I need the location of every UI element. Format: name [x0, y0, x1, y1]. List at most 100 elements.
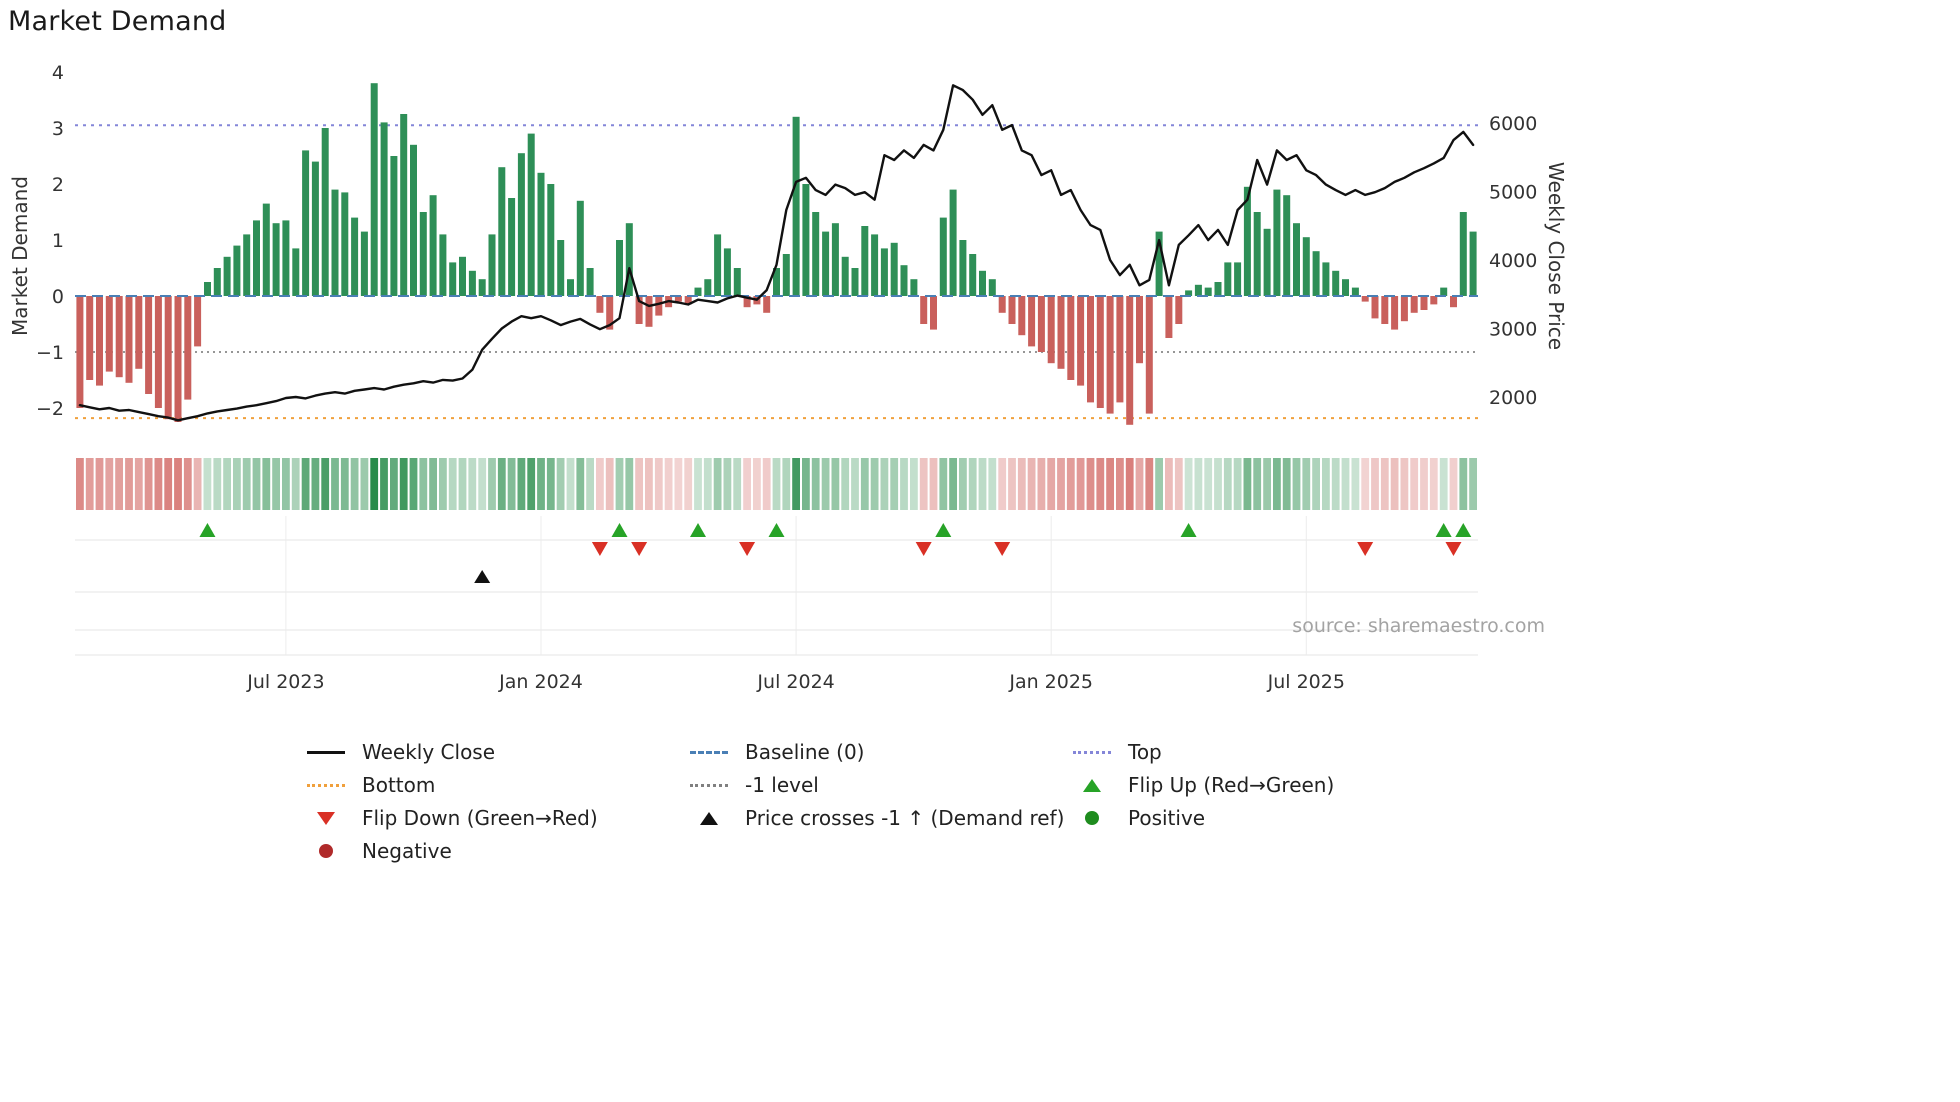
heatmap-cell	[1145, 458, 1154, 510]
heatmap-cell	[576, 458, 585, 510]
heatmap-cell	[1057, 458, 1065, 510]
heatmap-cell	[851, 458, 859, 510]
demand-bar	[468, 270, 476, 296]
heatmap-cell	[880, 458, 889, 510]
demand-bar	[1450, 296, 1457, 308]
heatmap-cell	[723, 458, 732, 510]
flip-up-marker	[690, 523, 707, 537]
minus-one-dotted-icon	[683, 783, 735, 787]
demand-bar	[282, 220, 290, 296]
heatmap-cell	[1371, 458, 1379, 510]
heatmap-cell	[380, 458, 388, 510]
heatmap-cell	[988, 458, 997, 510]
demand-bar	[1371, 296, 1379, 319]
demand-bar	[527, 133, 535, 296]
heatmap-cell	[1184, 458, 1193, 510]
demand-bar	[429, 195, 437, 296]
demand-bar	[478, 279, 486, 296]
demand-bar	[969, 254, 977, 296]
heatmap-cell	[105, 458, 114, 510]
heatmap-cell	[1076, 458, 1085, 510]
demand-bar	[1057, 296, 1065, 369]
demand-bar	[782, 254, 790, 296]
heatmap-cell	[429, 458, 437, 510]
heatmap-cell	[1086, 458, 1095, 510]
heatmap-cell	[399, 458, 408, 510]
left-axis-tick-label: 4	[52, 62, 64, 84]
heatmap-cell	[340, 458, 349, 510]
heatmap-cell	[1292, 458, 1301, 510]
heatmap-cell	[1341, 458, 1350, 510]
demand-bar	[410, 144, 417, 296]
demand-bar	[125, 296, 133, 383]
right-axis-title: Weekly Close Price	[1544, 161, 1568, 351]
flip-down-marker	[1357, 542, 1374, 556]
demand-bar	[1047, 296, 1055, 364]
heatmap-cell	[546, 458, 555, 510]
demand-bar	[459, 256, 466, 296]
flip-up-marker	[199, 523, 216, 537]
left-axis-tick-label: 2	[52, 174, 64, 196]
demand-bar	[1116, 296, 1124, 403]
demand-bar	[1381, 296, 1389, 324]
demand-bar	[439, 234, 447, 296]
demand-bar	[1185, 290, 1193, 296]
demand-bar	[674, 296, 682, 302]
demand-bar	[1077, 296, 1085, 386]
heatmap-cell	[615, 458, 624, 510]
demand-bar	[1302, 237, 1310, 296]
heatmap-cell	[674, 458, 683, 510]
heatmap-cell	[468, 458, 477, 510]
demand-bar	[890, 242, 898, 296]
heatmap-cell	[272, 458, 280, 510]
demand-bar	[292, 248, 300, 296]
demand-bar	[1028, 296, 1036, 347]
demand-bar	[1440, 287, 1448, 296]
legend-item-price-cross: Price crosses -1 ↑ (Demand ref)	[683, 806, 1066, 830]
heatmap-cell	[1449, 458, 1458, 510]
heatmap-cell	[978, 458, 987, 510]
demand-bar	[871, 234, 879, 296]
heatmap-cell	[743, 458, 751, 510]
demand-bar	[498, 167, 506, 296]
demand-bar	[321, 128, 329, 296]
demand-bar	[115, 296, 123, 378]
demand-bar	[714, 234, 722, 296]
x-axis-tick-label: Jan 2024	[498, 671, 583, 693]
heatmap-cell	[1322, 458, 1330, 510]
heatmap-cell	[1263, 458, 1271, 510]
demand-bar	[1224, 262, 1232, 296]
heatmap-cell	[939, 458, 948, 510]
demand-bar	[939, 217, 947, 296]
demand-bar	[1430, 296, 1438, 305]
heatmap-cell	[193, 458, 202, 510]
flip-up-marker	[1180, 523, 1197, 537]
heatmap-cell	[517, 458, 526, 510]
heatmap-cell	[448, 458, 457, 510]
demand-bar	[802, 184, 810, 296]
legend-label: -1 level	[745, 773, 819, 797]
demand-bar	[184, 296, 192, 400]
demand-bar	[311, 161, 319, 296]
demand-bar	[302, 150, 310, 296]
heatmap-cell	[831, 458, 840, 510]
demand-bar	[1136, 296, 1143, 364]
demand-bar	[979, 270, 986, 296]
heatmap-cell	[900, 458, 908, 510]
demand-bar	[1312, 251, 1320, 296]
heatmap-cell	[262, 458, 271, 510]
demand-bar	[517, 153, 525, 296]
heatmap-cell	[350, 458, 359, 510]
heatmap-cell	[1420, 458, 1428, 510]
heatmap-cell	[1125, 458, 1134, 510]
demand-bar	[272, 223, 280, 296]
demand-bar	[1145, 296, 1153, 414]
flip-up-marker	[768, 523, 785, 537]
chart-legend: Weekly Close Baseline (0) Top Bottom -1 …	[300, 740, 1449, 863]
demand-bar	[105, 296, 113, 372]
demand-bar	[194, 296, 202, 347]
heatmap-cell	[242, 458, 251, 510]
demand-bar	[900, 265, 908, 296]
heatmap-cell	[919, 458, 928, 510]
